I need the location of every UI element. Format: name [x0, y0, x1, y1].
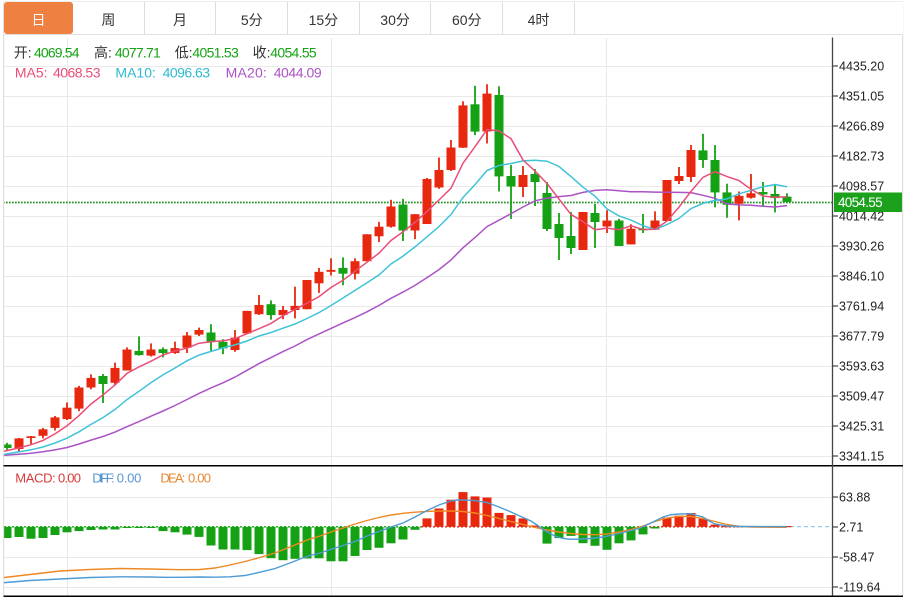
- svg-text:2.71: 2.71: [839, 520, 863, 534]
- svg-text:4182.73: 4182.73: [839, 149, 884, 163]
- svg-text:低:: 低:: [175, 45, 193, 61]
- svg-text:4435.20: 4435.20: [839, 59, 884, 73]
- svg-text:0.00: 0.00: [117, 470, 142, 485]
- svg-text:4096.63: 4096.63: [163, 64, 211, 80]
- svg-text:高:: 高:: [94, 45, 112, 61]
- svg-text:-119.64: -119.64: [839, 580, 881, 594]
- svg-text:0.00: 0.00: [188, 470, 211, 485]
- svg-text:4069.54: 4069.54: [34, 45, 80, 61]
- svg-text:MA20:: MA20:: [226, 64, 267, 80]
- svg-text:DIFF:: DIFF:: [92, 470, 115, 485]
- svg-text:收:: 收:: [253, 45, 271, 61]
- svg-text:3593.63: 3593.63: [839, 359, 884, 373]
- svg-text:MA10:: MA10:: [115, 64, 155, 80]
- svg-text:4044.09: 4044.09: [274, 64, 322, 80]
- svg-text:3341.15: 3341.15: [839, 449, 884, 463]
- svg-text:3425.31: 3425.31: [839, 419, 884, 433]
- svg-text:3509.47: 3509.47: [839, 389, 884, 403]
- svg-text:3761.94: 3761.94: [839, 299, 884, 313]
- svg-text:0.00: 0.00: [58, 470, 81, 485]
- svg-text:3930.26: 3930.26: [839, 239, 884, 253]
- svg-text:4054.55: 4054.55: [838, 195, 883, 210]
- svg-text:-58.47: -58.47: [839, 550, 874, 564]
- svg-text:4098.57: 4098.57: [839, 179, 884, 193]
- svg-text:4014.42: 4014.42: [839, 209, 884, 223]
- svg-text:3846.10: 3846.10: [839, 269, 884, 283]
- svg-text:4351.05: 4351.05: [839, 89, 884, 103]
- svg-text:4054.55: 4054.55: [270, 45, 317, 61]
- svg-text:开:: 开:: [14, 45, 32, 61]
- svg-text:MACD:: MACD:: [15, 470, 56, 485]
- svg-text:4077.71: 4077.71: [115, 45, 161, 61]
- svg-text:4051.53: 4051.53: [192, 45, 239, 61]
- svg-text:DEA:: DEA:: [160, 470, 185, 485]
- svg-text:MA5:: MA5:: [15, 64, 48, 80]
- svg-text:3677.79: 3677.79: [839, 329, 884, 343]
- svg-text:4068.53: 4068.53: [53, 64, 101, 80]
- svg-text:4266.89: 4266.89: [839, 119, 884, 133]
- svg-text:63.88: 63.88: [839, 490, 870, 504]
